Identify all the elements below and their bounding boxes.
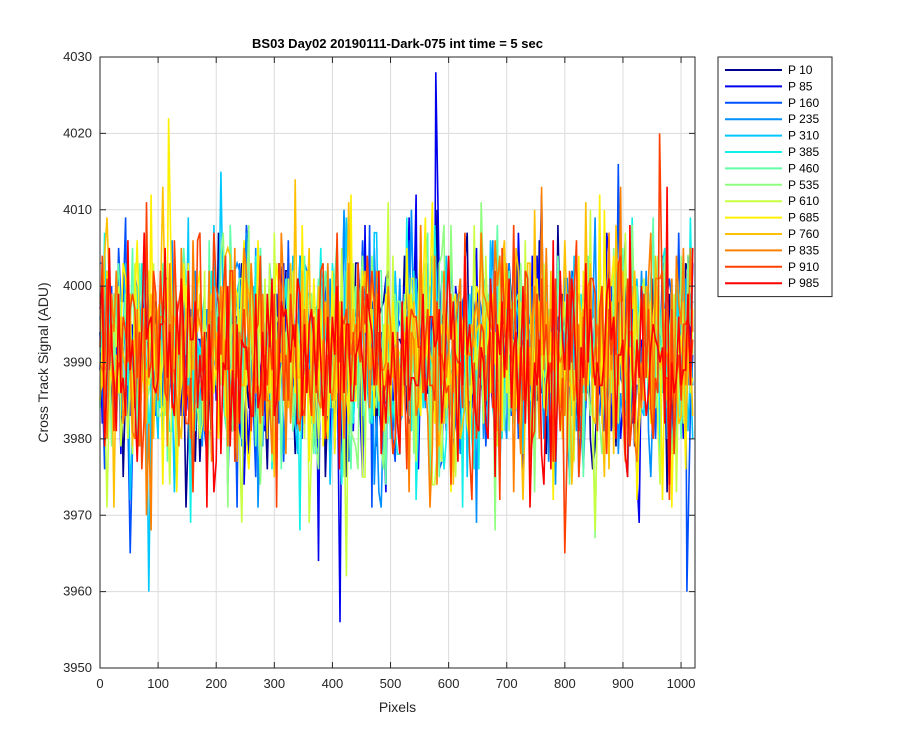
- series-layer: [99, 72, 694, 623]
- y-tick-label: 3960: [63, 584, 92, 599]
- legend-label: P 310: [788, 129, 819, 143]
- legend-label: P 160: [788, 96, 819, 110]
- legend-label: P 685: [788, 211, 819, 225]
- legend-label: P 985: [788, 276, 819, 290]
- x-tick-label: 400: [322, 676, 344, 691]
- y-tick-label: 3970: [63, 507, 92, 522]
- legend-label: P 910: [788, 260, 819, 274]
- x-tick-label: 200: [205, 676, 227, 691]
- y-axis-label: Cross Track Signal (ADU): [35, 282, 51, 442]
- chart-title: BS03 Day02 20190111-Dark-075 int time = …: [252, 36, 543, 51]
- y-tick-label: 3980: [63, 431, 92, 446]
- legend-label: P 385: [788, 145, 819, 159]
- series-line-p-685: [99, 118, 694, 508]
- x-tick-label: 900: [612, 676, 634, 691]
- y-tick-label: 4020: [63, 125, 92, 140]
- x-tick-label: 1000: [667, 676, 696, 691]
- legend-label: P 235: [788, 112, 819, 126]
- y-tick-label: 4030: [63, 49, 92, 64]
- x-tick-label: 300: [263, 676, 285, 691]
- series-line-p-985: [99, 186, 694, 508]
- legend-box: [717, 56, 833, 298]
- y-tick-label: 4010: [63, 202, 92, 217]
- legend-label: P 535: [788, 178, 819, 192]
- x-tick-label: 800: [554, 676, 576, 691]
- legend-label: P 85: [788, 79, 813, 93]
- x-tick-label: 600: [438, 676, 460, 691]
- x-axis-label: Pixels: [379, 699, 416, 715]
- legend-label: P 835: [788, 243, 819, 257]
- x-tick-label: 0: [96, 676, 103, 691]
- legend-label: P 460: [788, 161, 819, 175]
- x-tick-label: 500: [380, 676, 402, 691]
- legend: P 10 P 85 P 160 P 235 P 310 P 385 P 460 P 535 P …: [717, 56, 833, 298]
- legend-label: P 760: [788, 227, 819, 241]
- y-tick-label: 3950: [63, 660, 92, 675]
- x-tick-label: 700: [496, 676, 518, 691]
- y-tick-label: 4000: [63, 278, 92, 293]
- y-tick-label: 3990: [63, 355, 92, 370]
- x-tick-label: 100: [147, 676, 169, 691]
- axis-ticks: 0 100 200 300 400 500 600 700 800 900 1000 3950 3960…: [63, 49, 695, 691]
- legend-label: P 10: [788, 63, 813, 77]
- legend-label: P 610: [788, 194, 819, 208]
